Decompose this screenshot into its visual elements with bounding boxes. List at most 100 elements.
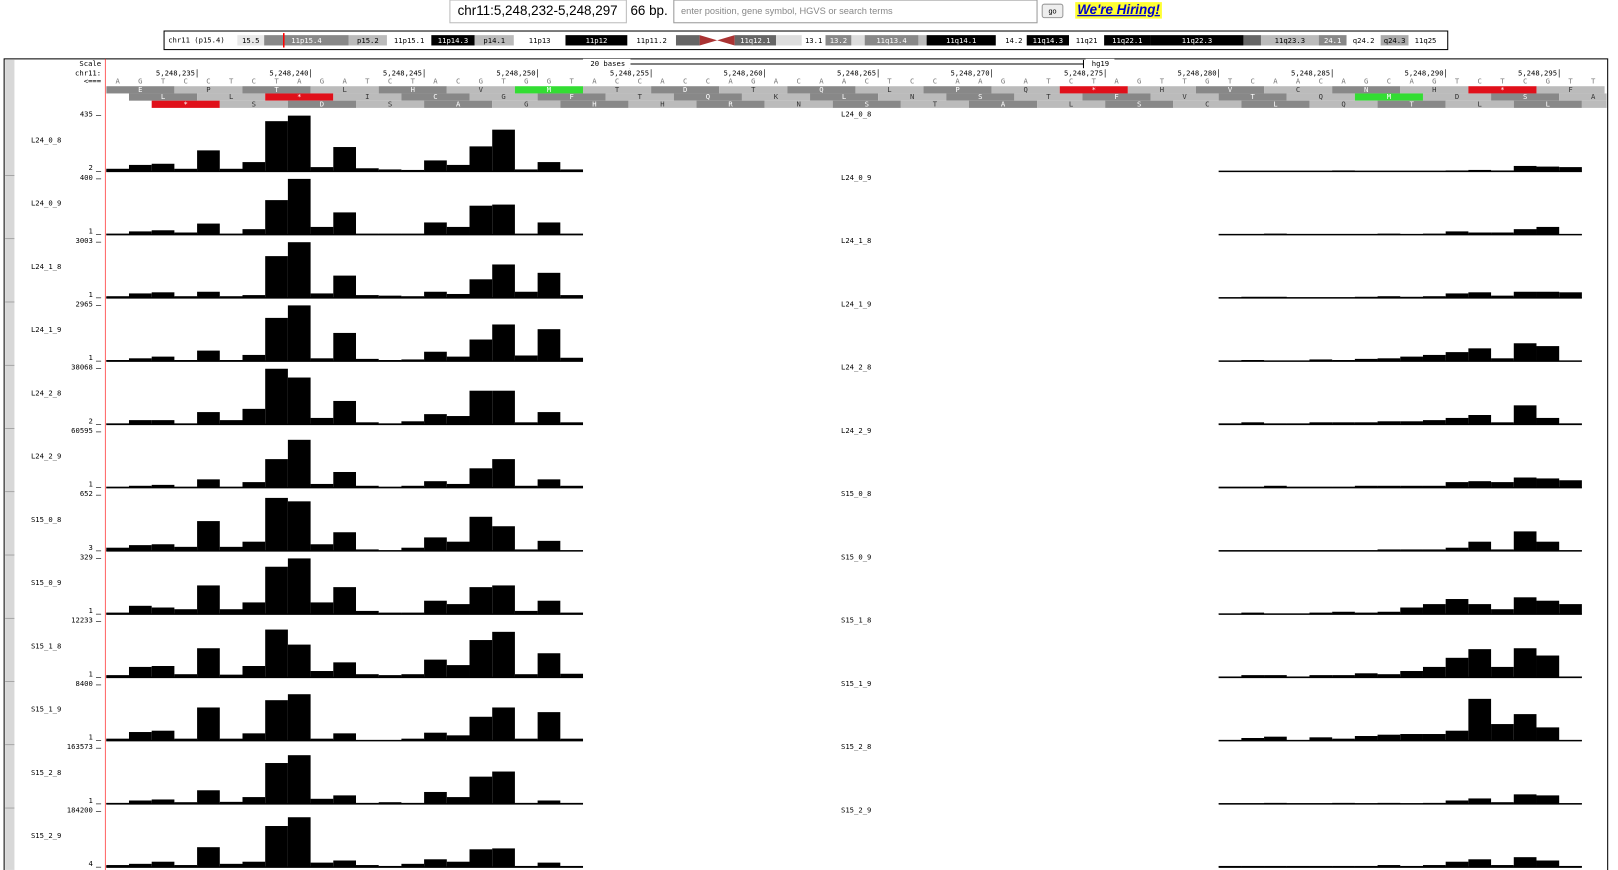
hiring-link[interactable]: We're Hiring! [1077,2,1160,17]
base: A [819,77,824,86]
amino-acid: T [615,85,620,94]
band [237,35,265,46]
coverage-bar [356,610,379,615]
coverage-bar [514,355,538,362]
coverage-bar [378,169,402,172]
coverage-bar [1377,674,1401,678]
coverage-bar [378,295,402,298]
coverage-bar [1264,613,1287,615]
base: A [115,77,120,86]
base: A [1273,77,1278,86]
band [1026,35,1070,46]
coverage-bar [1377,802,1401,804]
coord-label: 5,248,250 [496,68,535,77]
coverage-bar [1241,612,1265,615]
coverage-bar [1491,549,1514,551]
coverage-bar [242,162,266,172]
coverage-bar [310,798,334,804]
coverage-bar [1377,421,1401,425]
coverage-bar [287,694,311,741]
coverage-bar [1332,170,1355,172]
coverage-bar [1377,611,1401,615]
amino-acid: S [978,92,982,101]
coverage-bar [492,848,515,868]
amino-acid: S [865,99,869,108]
coverage-bar [537,800,561,804]
band [1104,35,1151,46]
coverage-bar [106,486,129,488]
assembly-gap [1085,58,1115,69]
amino-acid: T [1046,92,1051,101]
coverage-bar [492,204,515,235]
hiring-bg[interactable] [1075,2,1162,19]
band-label: 11q22.3 [1182,36,1212,45]
coverage-bar [219,168,243,172]
amino-acid: Q [819,85,823,94]
coverage-bar [128,863,152,868]
track-max: 2965 [75,299,92,308]
coverage-bar [310,602,334,615]
position-box[interactable] [449,0,627,24]
coverage-bar [492,129,515,172]
amino-acid-box [923,86,992,94]
band-label: 11q25 [1415,36,1437,45]
amino-acid: S [1523,92,1527,101]
coverage-bar [537,329,561,362]
amino-acid: E [138,85,142,94]
track-max: 163573 [67,742,93,751]
coverage-bar [1559,550,1582,551]
amino-acid-box [991,86,1060,94]
search-input[interactable] [673,0,1038,24]
coord-label: 5,248,245 [383,68,422,77]
track-max: 38068 [71,363,93,372]
coverage-bar [242,541,266,551]
band-label: p15.2 [357,36,379,45]
track-min: 1 [89,796,93,805]
amino-acid-box [605,93,674,101]
coverage-bar [1377,296,1401,298]
amino-acid: H [1160,85,1164,94]
amino-acid: * [184,99,188,108]
band [1380,35,1409,46]
base: C [1523,77,1527,86]
track-max: 400 [80,173,93,182]
coverage-bar [469,716,493,741]
coverage-bar [151,666,175,678]
coverage-bar [401,233,425,235]
coverage-bar [151,544,175,551]
amino-acid-box [1127,86,1196,94]
coverage-bar [356,739,379,741]
coverage-bar [1445,352,1469,362]
coverage-bar [287,501,311,551]
coverage-bar [1536,417,1560,425]
band [1318,35,1347,46]
coverage-bar [1400,356,1423,362]
amino-acid: L [342,85,347,94]
band-fill [1243,35,1261,46]
coverage-bar [1491,170,1514,172]
coverage-bar [446,665,470,678]
base: G [1364,77,1368,86]
go-button[interactable] [1041,3,1064,19]
coverage-bar [1332,550,1355,551]
base: G [751,77,755,86]
coverage-bar [174,296,198,298]
coverage-bar [492,771,515,804]
coverage-bar [265,826,288,868]
tracks-frame [3,58,1609,870]
band-fill [775,35,802,46]
coverage-bar [1400,421,1423,425]
coverage-bar [1513,794,1537,804]
amino-acid: L [1546,99,1551,108]
amino-acid-box [741,93,811,101]
coverage-bar [333,532,357,551]
coverage-bar [1377,485,1401,488]
coverage-bar [356,674,379,678]
amino-acid: Q [706,92,710,101]
track-name: S15_1_8 [31,641,61,650]
band-label: 11q22.1 [1112,36,1142,45]
coverage-bar [106,738,129,741]
coverage-bar [1377,549,1401,551]
coverage-bar [1264,736,1287,741]
coord-label: 5,248,255 [610,68,649,77]
